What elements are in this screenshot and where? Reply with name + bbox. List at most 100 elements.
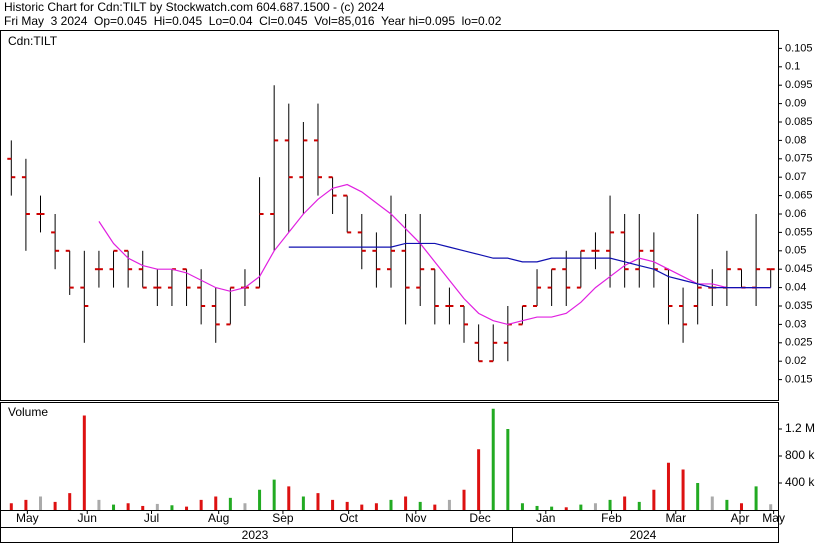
volume-bar xyxy=(97,499,101,510)
x-tick-label: Jan xyxy=(536,511,555,525)
x-tick-label: Mar xyxy=(665,511,686,525)
volume-bar xyxy=(53,501,57,510)
volume-bar xyxy=(725,499,729,510)
volume-bar xyxy=(769,504,773,510)
date-axis xyxy=(0,510,779,543)
volume-bar xyxy=(316,493,320,510)
volume-bar xyxy=(579,504,583,510)
chart-subtitle: Fri May 3 2024 Op=0.045 Hi=0.045 Lo=0.04… xyxy=(4,14,502,28)
y-tick-label: 0.015 xyxy=(785,374,813,386)
x-tick-label: May xyxy=(762,511,785,525)
volume-bar xyxy=(535,505,539,510)
y-tick-label: 0.07 xyxy=(785,171,806,183)
volume-bar xyxy=(9,503,13,510)
x-tick-label: Feb xyxy=(601,511,622,525)
volume-bar xyxy=(652,489,656,510)
y-tick-label: 400 k xyxy=(785,475,815,489)
y-tick-label: 0.065 xyxy=(785,190,813,202)
volume-bar xyxy=(185,506,189,510)
volume-bar xyxy=(593,503,597,510)
volume-bar xyxy=(141,505,145,510)
volume-bar xyxy=(331,499,335,510)
volume-bar xyxy=(506,429,510,510)
x-tick-label: May xyxy=(16,511,39,525)
volume-bar xyxy=(199,499,203,510)
volume-bar xyxy=(550,506,554,510)
y-tick-label: 0.085 xyxy=(785,116,813,128)
moving-average xyxy=(98,183,771,326)
year-label: 2023 xyxy=(242,528,269,542)
y-tick-label: 0.04 xyxy=(785,282,806,294)
volume-bar xyxy=(228,497,232,510)
volume-bar xyxy=(68,493,72,510)
volume-bar xyxy=(666,462,670,510)
y-tick-label: 0.05 xyxy=(785,245,806,257)
volume-bar xyxy=(491,408,495,510)
y-tick-label: 0.075 xyxy=(785,153,813,165)
volume-bar xyxy=(112,504,116,510)
volume-bar xyxy=(82,415,86,510)
year-label: 2024 xyxy=(630,528,657,542)
volume-bar xyxy=(24,499,28,510)
volume-bar xyxy=(374,503,378,510)
volume-bar xyxy=(447,499,451,510)
volume-bar xyxy=(418,501,422,510)
x-tick-label: Apr xyxy=(731,511,750,525)
volume-bar xyxy=(520,503,524,510)
volume-bar xyxy=(360,504,364,510)
volume-bar xyxy=(287,486,291,510)
volume-panel xyxy=(0,402,779,511)
volume-bar xyxy=(637,501,641,510)
volume-bar xyxy=(345,501,349,510)
x-tick-label: Aug xyxy=(208,511,229,525)
volume-bar xyxy=(258,489,262,510)
chart-title: Historic Chart for Cdn:TILT by Stockwatc… xyxy=(4,0,385,14)
y-tick-label: 0.06 xyxy=(785,208,806,220)
x-tick-label: Oct xyxy=(339,511,358,525)
volume-bar xyxy=(272,479,276,510)
y-tick-label: 0.09 xyxy=(785,98,806,110)
x-tick-label: Sep xyxy=(272,511,294,525)
y-tick-label: 1.2 M xyxy=(785,421,815,435)
x-tick-label: Nov xyxy=(405,511,426,525)
volume-bar xyxy=(39,496,43,510)
volume-bar xyxy=(433,504,437,510)
y-tick-label: 0.055 xyxy=(785,226,813,238)
y-tick-label: 0.045 xyxy=(785,263,813,275)
y-tick-label: 0.025 xyxy=(785,337,813,349)
volume-bar xyxy=(301,496,305,510)
symbol-label: Cdn:TILT xyxy=(8,34,58,48)
volume-label: Volume xyxy=(8,405,48,419)
volume-bar xyxy=(155,503,159,510)
y-tick-label: 0.095 xyxy=(785,79,813,91)
y-tick-label: 0.02 xyxy=(785,355,806,367)
y-tick-label: 0.03 xyxy=(785,318,806,330)
moving-average xyxy=(288,242,771,289)
volume-bar xyxy=(170,505,174,510)
y-tick-label: 0.035 xyxy=(785,300,813,312)
volume-bar xyxy=(696,483,700,510)
volume-bar xyxy=(243,503,247,510)
volume-bar xyxy=(477,449,481,510)
x-tick-label: Jun xyxy=(78,511,97,525)
y-tick-label: 0.1 xyxy=(785,61,800,73)
volume-bar xyxy=(608,499,612,510)
y-tick-label: 0.08 xyxy=(785,134,806,146)
volume-bar xyxy=(710,496,714,510)
volume-bar xyxy=(623,496,627,510)
volume-bar xyxy=(214,496,218,510)
volume-bar xyxy=(681,469,685,510)
x-tick-label: Jul xyxy=(144,511,159,525)
y-tick-label: 800 k xyxy=(785,448,815,462)
volume-bar xyxy=(126,503,130,510)
volume-bar xyxy=(739,503,743,510)
volume-bar xyxy=(564,507,568,510)
volume-bar xyxy=(404,496,408,510)
x-tick-label: Dec xyxy=(469,511,490,525)
price-panel xyxy=(0,30,779,401)
volume-bar xyxy=(462,489,466,510)
y-tick-label: 0.105 xyxy=(785,42,813,54)
volume-bar xyxy=(389,499,393,510)
volume-bar xyxy=(754,486,758,510)
